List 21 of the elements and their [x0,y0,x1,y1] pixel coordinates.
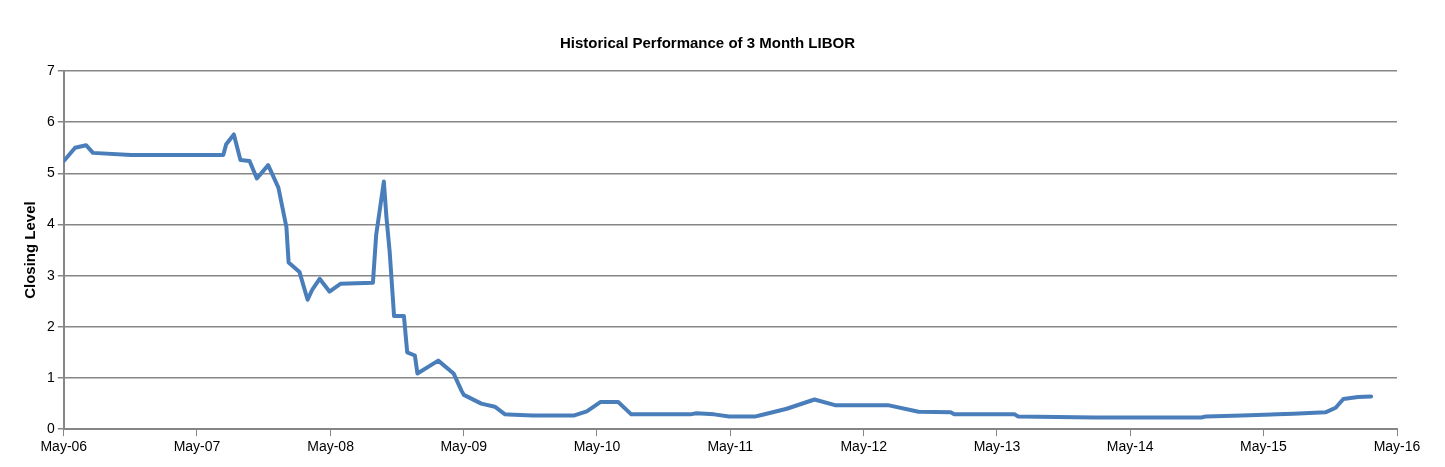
y-tick-label: 3 [46,266,55,283]
x-tick-label: May-12 [840,438,888,455]
y-axis-title: Closing Level [21,201,39,299]
y-tick-label: 0 [46,420,55,437]
x-tick-label: May-11 [707,438,754,455]
y-tick-label: 5 [46,164,55,181]
x-tick-label: May-07 [173,438,221,455]
y-tick-label: 7 [46,61,55,78]
x-tick-label: May-10 [573,438,621,455]
x-tick-label: May-16 [1373,438,1421,455]
x-tick-label: May-15 [1240,438,1287,455]
x-tick-label: May-06 [40,438,88,455]
y-tick-label: 4 [46,215,55,232]
x-tick-label: May-08 [307,438,355,455]
y-tick-label: 2 [46,317,55,334]
x-tick-label: May-09 [440,438,488,455]
x-tick-label: May-13 [973,438,1021,455]
x-tick-label: May-14 [1106,438,1154,455]
y-tick-label: 6 [46,113,55,130]
chart-title: Historical Performance of 3 Month LIBOR [559,34,856,52]
y-tick-label: 1 [46,368,55,385]
